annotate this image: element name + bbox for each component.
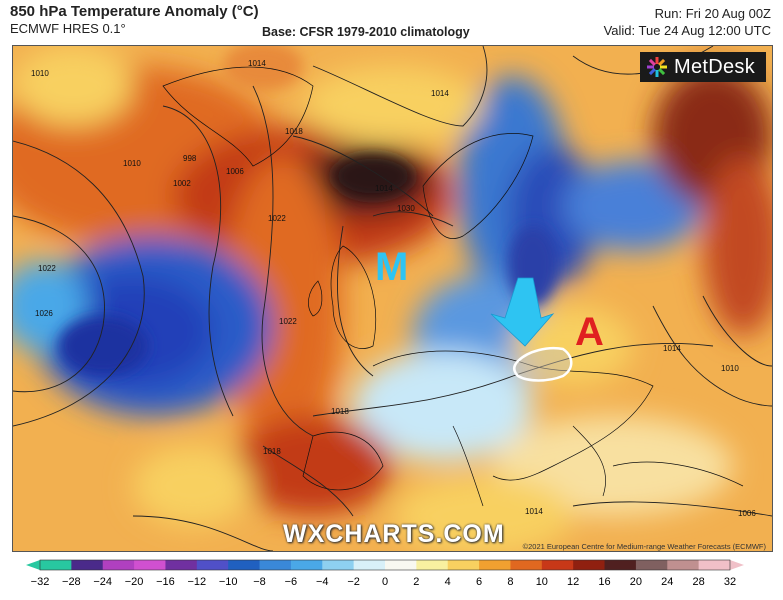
colorbar-segment [134,560,166,570]
map-canvas: 1010 1010 1002 1006 1014 1018 1022 1026 … [13,46,772,551]
colorbar-segment [353,560,386,570]
isobar-label: 1014 [248,59,266,68]
colorbar-tick-label: 2 [413,576,420,588]
colorbar-segment [635,560,668,570]
isobar-label: 1010 [721,364,739,373]
isobar-label: 1010 [123,159,141,168]
isobar-label: 1026 [35,309,53,318]
colorbar-arrow-left [26,560,40,570]
colorbar-segment [322,560,355,570]
metdesk-logo-text: MetDesk [674,55,756,78]
colorbar-segment [102,560,135,570]
colorbar-segment [667,560,700,570]
isobar-label: 1018 [331,407,349,416]
colorbar-tick-label: 20 [629,576,643,588]
header-left: 850 hPa Temperature Anomaly (°C) ECMWF H… [10,3,259,37]
isobar-label: 1010 [31,69,49,78]
colorbar-strip [26,559,744,571]
metdesk-logo: MetDesk [640,52,766,82]
isobar-label: 1022 [38,264,56,273]
run-time: Run: Fri 20 Aug 00Z [654,6,771,21]
colorbar-segment [196,560,229,570]
colorbar-segment [290,560,323,570]
colorbar-tick-label: −6 [284,576,298,588]
colorbar-tick-label: 0 [381,576,389,588]
colorbar-segment [228,560,261,570]
colorbar-tick-label: −24 [93,576,113,588]
colorbar-outline [39,559,731,571]
colorbar-tick-label: −8 [253,576,266,588]
colorbar-tick-label: −20 [124,576,144,588]
colorbar-tick-label: 16 [598,576,611,588]
colorbar-tick-label: 6 [476,576,483,588]
colorbar-tick-label: −32 [30,576,50,588]
anomaly-map: 1010 1010 1002 1006 1014 1018 1022 1026 … [12,45,773,552]
copyright-notice: ©2021 European Centre for Medium-range W… [522,542,766,551]
colorbar-segment [541,560,574,570]
colorbar-segment [385,560,417,570]
colorbar-tick-label: −2 [347,576,360,588]
model-name: ECMWF HRES 0.1° [10,21,126,36]
colorbar-segment [40,560,72,570]
colorbar-tick-label: −4 [315,576,329,588]
isobar-label: 998 [183,154,197,163]
colorbar-tick-label: −12 [187,576,207,588]
colorbar-segment [165,560,198,570]
colorbar-segment [573,560,606,570]
isobar-label: 1022 [279,317,297,326]
colorbar-tick-label: −16 [156,576,175,588]
isobar-label: 1022 [268,214,286,223]
isobar-label: 1014 [431,89,449,98]
isobar-label: 1014 [525,507,543,516]
colorbar-segment [259,560,292,570]
isobar-labels: 1010 1010 1002 1006 1014 1018 1022 1026 … [31,59,756,518]
valid-time: Valid: Tue 24 Aug 12:00 UTC [603,23,771,38]
metdesk-logo-icon [647,57,667,77]
colorbar-segment [416,560,449,570]
colorbar: −32 −28 −24 −20 −16 −12 −10 −8 −6 −4 −2 0 2 4 6 8 10 12 16… [0,555,783,600]
isobar-label: 1018 [263,447,281,456]
colorbar-arrow-right [730,560,744,570]
colorbar-segment [510,560,543,570]
chart-title: 850 hPa Temperature Anomaly (°C) [10,3,259,20]
isobar-label: 1014 [663,344,681,353]
isobar-label: 1006 [738,509,756,518]
isobar-label: 1014 [375,184,393,193]
marker-a: A [575,310,604,354]
isobar-label: 1006 [226,167,244,176]
colorbar-tick-label: 32 [723,576,737,588]
colorbar-segment [479,560,511,570]
colorbar-segment [698,560,731,570]
cold-advection-arrow [490,277,555,347]
colorbar-tick-label: −10 [218,576,238,588]
isobar-label: 1030 [397,204,415,213]
highlighted-country-outline [513,346,573,382]
colorbar-tick-label: 8 [507,576,514,588]
isobars [13,46,772,551]
colorbar-segment [447,560,480,570]
base-climatology: Base: CFSR 1979-2010 climatology [262,25,470,39]
anomaly-detail [58,46,558,376]
colorbar-segment [604,560,637,570]
isobar-label: 1002 [173,179,191,188]
wxcharts-watermark: WXCHARTS.COM [283,520,505,548]
colorbar-tick-label: 4 [444,576,451,588]
colorbar-segment [71,560,104,570]
isobar-label: 1018 [285,127,303,136]
colorbar-tick-label: 10 [535,576,548,588]
colorbar-tick-label: 12 [567,576,580,588]
coastlines [162,66,744,507]
marker-m: M [375,245,409,289]
header-right: Run: Fri 20 Aug 00Z Valid: Tue 24 Aug 12… [604,5,771,39]
colorbar-tick-label: 24 [661,576,674,588]
colorbar-tick-label: 28 [692,576,705,588]
colorbar-tick-label: −28 [62,576,81,588]
